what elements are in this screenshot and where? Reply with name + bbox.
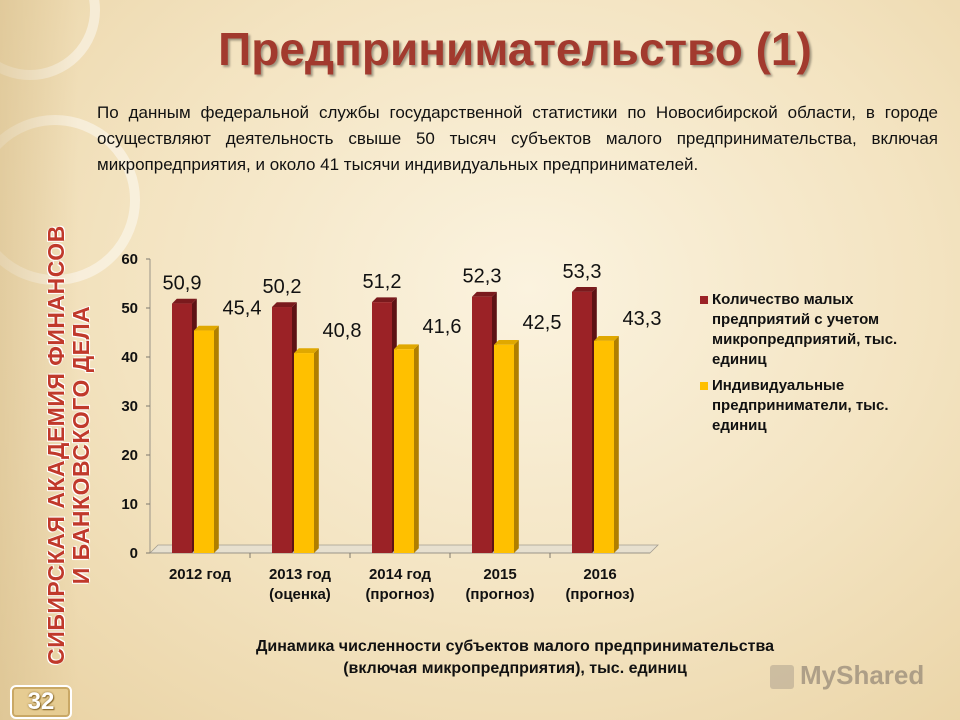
x-category-label: (прогноз) [565,586,634,603]
data-label: 50,2 [263,276,302,298]
watermark: MyShared [770,658,930,692]
legend-label-line: предприятий с учетом [712,311,880,328]
bar-top [294,348,319,354]
chart-caption: Динамика численности субъектов малого пр… [100,636,930,680]
bar-top [272,302,297,308]
bar-small-enterprises [272,307,292,553]
chart-caption-line2: (включая микропредприятия), тыс. единиц [343,660,687,677]
bar-top [194,325,219,331]
y-tick-label: 30 [121,398,138,415]
organization-name-line1: СИБИРСКАЯ АКАДЕМИЯ ФИНАНСОВ [43,225,69,665]
slide-title: Предпринимательство (1) [218,23,812,75]
bar-side [414,344,419,553]
x-category-label: 2015 [483,566,516,583]
data-label: 51,2 [363,271,402,293]
data-label: 52,3 [463,266,502,288]
x-category-label: (прогноз) [365,586,434,603]
intro-paragraph: По данным федеральной службы государстве… [97,103,938,174]
organization-name: СИБИРСКАЯ АКАДЕМИЯ ФИНАНСОВ И БАНКОВСКОГ… [43,220,94,670]
bar-chart: 0 10 20 30 40 50 60 50,9 45,4 2012 год 50,2 40,8 201… [121,251,662,603]
legend-swatch-individual-entrepreneurs [700,382,708,390]
data-label: 50,9 [163,273,202,295]
y-tick-label: 50 [121,300,138,317]
data-label: 53,3 [563,261,602,283]
bar-small-enterprises [372,302,392,553]
bar-individual-entrepreneurs [594,340,614,553]
bar-side [614,336,619,553]
left-decor-band [0,0,78,720]
legend-item-individual-entrepreneurs: Индивидуальные предприниматели, тыс. еди… [700,376,940,436]
legend-label-line: Индивидуальные [712,377,845,394]
x-category-label: (прогноз) [465,586,534,603]
bar-top [372,297,397,303]
data-label: 43,3 [623,308,662,330]
x-category-label: 2012 год [169,566,232,583]
bar-side [514,339,519,553]
y-tick-label: 10 [121,496,138,513]
x-category-label: 2016 [583,566,616,583]
bar-top [394,344,419,350]
legend-label-line: единиц [712,417,767,434]
bar-side [314,348,319,553]
page-number-badge: 32 [10,685,72,719]
x-category-label: (оценка) [269,586,331,603]
bar-side [214,325,219,553]
bar-small-enterprises [572,291,592,553]
y-tick-label: 20 [121,447,138,464]
bar-individual-entrepreneurs [494,344,514,553]
data-label: 42,5 [523,312,562,334]
bar-individual-entrepreneurs [294,353,314,553]
y-tick-label: 0 [130,545,138,562]
organization-name-line2: И БАНКОВСКОГО ДЕЛА [68,305,94,585]
legend-label-line: Количество малых [712,291,854,308]
data-label: 41,6 [423,316,462,338]
bar-individual-entrepreneurs [194,330,214,553]
chart-caption-line1: Динамика численности субъектов малого пр… [255,638,775,655]
chart-container: 0 10 20 30 40 50 60 50,9 45,4 2012 год 50,2 40,8 201… [100,226,945,621]
bar-top [172,298,197,304]
x-category-label: 2014 год [369,566,432,583]
y-tick-label: 40 [121,349,138,366]
data-label: 45,4 [223,298,262,320]
bar-small-enterprises [472,296,492,553]
bar-top [472,291,497,297]
legend-label-line: единиц [712,351,767,368]
chart-legend: Количество малых предприятий с учетом ми… [700,290,940,442]
legend-item-small-enterprises: Количество малых предприятий с учетом ми… [700,290,940,370]
legend-label-line: предприниматели, тыс. [712,397,889,414]
bar-individual-entrepreneurs [394,349,414,553]
bar-small-enterprises [172,303,192,553]
legend-swatch-small-enterprises [700,296,708,304]
watermark-text: MyShared [800,660,925,690]
x-category-label: 2013 год [269,566,332,583]
bar-top [572,287,597,292]
data-label: 40,8 [323,320,362,342]
bar-top [594,336,619,341]
y-tick-label: 60 [121,251,138,268]
legend-label-line: микропредприятий, тыс. [712,331,898,348]
bar-top [494,339,519,345]
watermark-logo-icon [770,665,794,690]
